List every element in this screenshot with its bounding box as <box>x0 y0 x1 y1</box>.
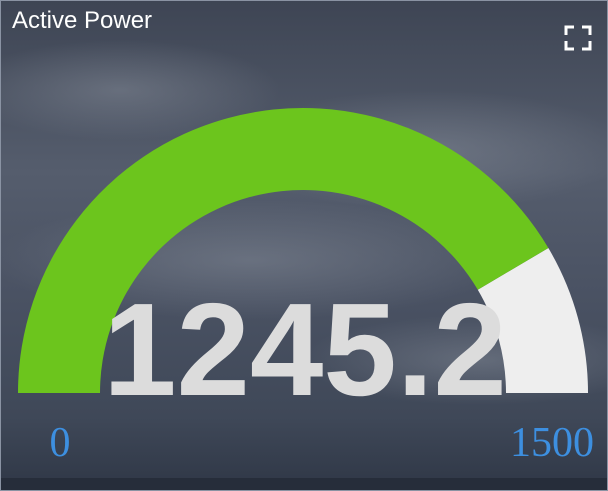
horizon <box>0 478 608 491</box>
page: Active Power 1245.201500 (() => { const … <box>0 0 608 491</box>
widget-title: Active Power <box>12 7 152 34</box>
gauge-min-label: 0 <box>50 420 71 466</box>
gauge-widget: Active Power 1245.2 0 1500 <box>0 0 608 491</box>
gauge-max-label: 1500 <box>510 420 594 466</box>
gauge-value-label: 1245.2 <box>103 276 507 423</box>
